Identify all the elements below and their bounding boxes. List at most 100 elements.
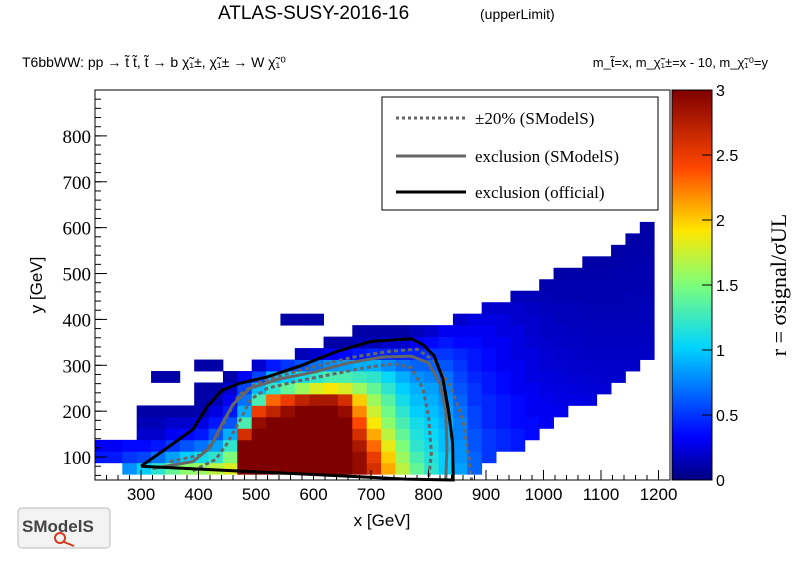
heatmap-cell	[337, 405, 353, 418]
heatmap-cell	[424, 451, 439, 464]
heatmap-cell	[539, 393, 554, 406]
heatmap-cell	[510, 302, 526, 315]
heatmap-cell	[309, 462, 324, 475]
heatmap-cell	[539, 325, 554, 338]
heatmap-cell	[467, 359, 483, 372]
heatmap-cell	[352, 359, 368, 372]
heatmap-cell	[337, 439, 353, 452]
heatmap-cell	[151, 416, 166, 429]
heatmap-cell	[409, 359, 425, 372]
heatmap-cell	[194, 405, 209, 418]
x-tick-label: 600	[299, 485, 327, 504]
heatmap-cell	[409, 325, 425, 338]
heatmap-cell	[452, 451, 468, 464]
heatmap-cell	[194, 451, 209, 464]
heatmap-cell	[539, 382, 554, 395]
heatmap-cell	[596, 302, 612, 315]
heatmap-cell	[596, 336, 612, 349]
heatmap-cell	[251, 428, 267, 441]
heatmap-cell	[438, 348, 454, 360]
contour-lines	[140, 337, 474, 482]
heatmap-cell	[409, 416, 425, 429]
heatmap-cell	[596, 325, 612, 338]
heatmap-cell	[323, 371, 339, 383]
heatmap-cell	[409, 462, 425, 475]
smodels-logo: SModelS	[17, 507, 111, 549]
heatmap-cell	[366, 462, 382, 475]
color-bar-tick-label: 1.5	[716, 278, 738, 295]
heatmap-cell	[395, 416, 411, 429]
heatmap-cell	[625, 279, 641, 292]
x-tick-label: 300	[127, 485, 155, 504]
heatmap-cell	[366, 428, 382, 441]
heatmap-cell	[582, 313, 598, 326]
heatmap-cell	[596, 313, 612, 326]
heatmap-cell	[237, 393, 253, 406]
heatmap-cell	[438, 325, 454, 338]
heatmap-cell	[352, 451, 368, 464]
heatmap-cell	[496, 371, 511, 383]
heatmap-cell	[294, 313, 310, 326]
y-tick-label: 600	[63, 219, 92, 240]
heatmap-cell	[309, 371, 324, 383]
heatmap-cell	[625, 348, 641, 360]
heatmap-cell	[136, 451, 152, 464]
heatmap-cell	[639, 325, 655, 338]
heatmap-cell	[266, 439, 281, 452]
heatmap-cell	[639, 302, 655, 315]
heatmap-cell	[481, 393, 497, 406]
heatmap-cell	[524, 371, 540, 383]
heatmap-cell	[409, 451, 425, 464]
heatmap-cell	[625, 359, 641, 372]
heatmap-cell	[208, 382, 224, 395]
heatmap-cell	[596, 290, 612, 303]
heatmap-cell	[496, 302, 511, 315]
heatmap-cell	[596, 279, 612, 292]
heatmap-cell	[567, 290, 583, 303]
heatmap-cell	[496, 428, 511, 441]
heatmap-cell	[366, 393, 382, 406]
heatmap-cell	[524, 416, 540, 429]
heatmap-cell	[582, 302, 598, 315]
heatmap-cell	[323, 416, 339, 429]
heatmap-cell	[280, 393, 296, 406]
heatmap-cell	[567, 348, 583, 360]
heatmap-cell	[611, 348, 626, 360]
heatmap-cell	[567, 382, 583, 395]
heatmap-cell	[409, 428, 425, 441]
heatmap-cell	[596, 371, 612, 383]
color-bar-label: r = σsignal/σUL	[766, 214, 791, 356]
heatmap-cell	[524, 325, 540, 338]
heatmap-cell	[524, 393, 540, 406]
heatmap-cell	[639, 336, 655, 349]
heatmap-cell	[95, 439, 109, 452]
heatmap-cell	[438, 336, 454, 349]
heatmap-cell	[467, 325, 483, 338]
heatmap-cell	[452, 359, 468, 372]
heatmap-cell	[323, 439, 339, 452]
y-tick-label: 300	[63, 356, 92, 377]
heatmap-cell	[625, 325, 641, 338]
heatmap-cell	[309, 428, 324, 441]
heatmap-cell	[151, 439, 166, 452]
heatmap-cell	[366, 416, 382, 429]
heatmap-cell	[424, 371, 439, 383]
heatmap-cell	[323, 428, 339, 441]
heatmap-cell	[151, 405, 166, 418]
color-bar-label-text: r = σsignal/σUL	[766, 214, 791, 356]
heatmap-cell	[510, 313, 526, 326]
heatmap-cell	[539, 290, 554, 303]
heatmap-cell	[237, 451, 253, 464]
heatmap-cell	[567, 325, 583, 338]
heatmap-cell	[539, 336, 554, 349]
heatmap-cell	[481, 371, 497, 383]
heatmap-cell	[323, 336, 339, 349]
heatmap-cell	[452, 428, 468, 441]
heatmap-cell	[467, 428, 483, 441]
heatmap-cell	[567, 359, 583, 372]
heatmap-cell	[467, 416, 483, 429]
heatmap-cell	[639, 256, 655, 269]
contour-official-exclusion	[140, 337, 455, 482]
heatmap-cell	[625, 290, 641, 303]
heatmap-cell	[496, 382, 511, 395]
